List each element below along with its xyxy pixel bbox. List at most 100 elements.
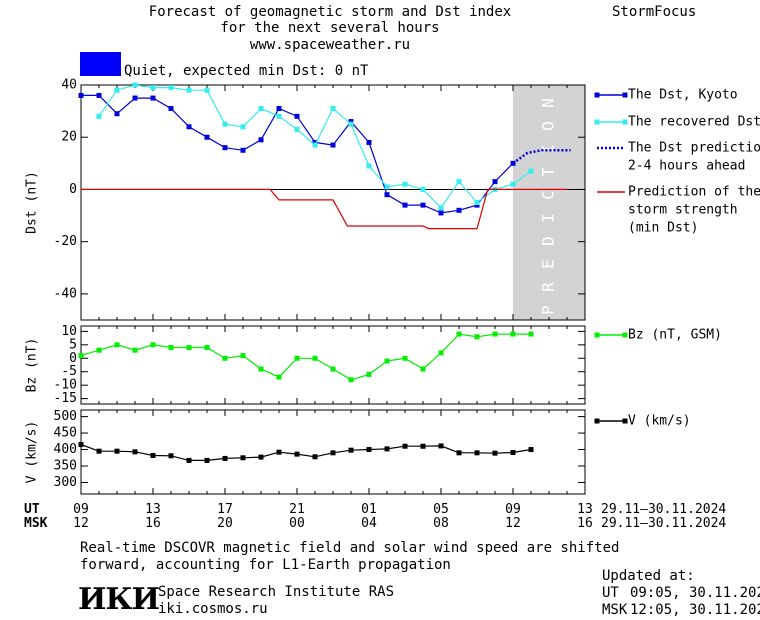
bz-y-tick-label: -15 [54,391,77,406]
dst-y-tick-label: 20 [61,130,77,145]
x-tick-label-ut: 09 [73,502,89,517]
legend-swatch-marker [622,92,628,98]
dst-data-point [150,95,156,101]
footer-note-line-1: Real-time DSCOVR magnetic field and sola… [80,540,620,556]
prediction-label-letter: T [539,167,558,177]
v-y-tick-label: 350 [54,459,77,474]
dst-data-point [132,82,138,88]
legend-swatch-marker [622,418,628,424]
dst-data-point [294,113,300,119]
dst-data-point [456,207,462,213]
v-y-tick-label: 400 [54,442,77,457]
bz-data-point [240,353,246,359]
iki-logo: ИКИ [78,582,160,617]
v-data-point [474,450,480,456]
prediction-label-letter: P [539,305,558,315]
v-data-point [78,442,84,448]
dst-data-point [168,85,174,91]
x-axis-date-range-ut: 29.11–30.11.2024 [601,502,726,517]
dst-data-point [258,106,264,111]
x-axis-msk-label: MSK [24,516,48,531]
x-tick-label-ut: 09 [505,502,521,517]
v-data-point [294,451,300,457]
prediction-label-letter: N [539,98,558,108]
bz-y-axis-label: Bz (nT) [25,338,40,393]
x-tick-label-ut: 05 [433,502,449,517]
v-data-point [330,450,336,456]
dst-data-point [186,124,192,130]
dst-data-point [492,179,498,185]
v-data-point [240,455,246,461]
v-data-point [204,457,210,463]
bz-data-point [492,331,498,337]
legend-swatch-marker [594,418,600,424]
x-tick-label-ut: 21 [289,502,305,517]
v-data-point [366,447,372,453]
dst-data-point [474,200,480,205]
legend-entry-label: The recovered Dst [628,115,760,130]
v-data-point [132,449,138,455]
v-data-point [348,447,354,453]
bz-data-point [186,345,192,351]
bz-data-point [474,334,480,340]
dst-data-point [204,87,210,93]
prediction-label-letter: I [539,213,558,223]
v-data-point [186,457,192,463]
dst-y-tick-label: 0 [69,182,77,197]
dst-data-point [276,113,282,119]
v-y-tick-label: 450 [54,426,77,441]
dst-series-line [81,188,567,230]
prediction-label-letter: D [539,236,558,246]
x-tick-label-msk: 12 [505,516,521,531]
dst-data-point [348,121,354,127]
dst-data-point [240,124,246,130]
dst-data-point [366,139,372,145]
bz-data-point [258,366,264,372]
dst-data-point [438,205,444,211]
v-data-point [420,443,426,449]
dst-data-point [240,147,246,153]
bz-data-point [78,353,84,359]
dst-data-point [420,186,426,192]
legend-entry-label: The Dst, Kyoto [628,88,738,103]
legend-entry-label: Bz (nT, GSM) [628,328,722,343]
bz-y-tick-label: 0 [69,351,77,366]
x-tick-label-msk: 20 [217,516,233,531]
v-y-tick-label: 500 [54,409,77,424]
status-color-swatch [80,52,121,76]
dst-data-point [132,95,138,101]
bz-data-point [96,347,102,353]
v-data-point [276,449,282,455]
x-tick-label-msk: 16 [145,516,161,531]
bz-data-point [456,331,462,337]
dst-data-point [312,139,318,145]
dst-data-point [384,192,390,198]
bz-data-point [438,350,444,356]
dst-data-point [402,202,408,208]
updated-label: Updated at: [602,568,695,584]
legend-entry-label: (min Dst) [628,221,698,236]
v-y-axis-label: V (km/s) [25,421,40,484]
legend-entry-label: Prediction of the [628,185,760,200]
dst-y-tick-label: -40 [54,286,77,301]
v-data-point [510,449,516,455]
prediction-label-letter: C [539,190,558,200]
v-data-point [114,448,120,454]
v-data-point [456,450,462,456]
legend-swatch-marker [622,332,628,338]
dst-data-point [438,210,444,216]
dst-data-point [114,111,120,117]
dst-data-point [384,184,390,190]
dst-data-point [186,87,192,93]
dst-data-point [78,92,84,98]
bz-data-point [204,345,210,351]
prediction-label-letter: O [539,121,558,131]
x-axis-date-range-msk: 29.11–30.11.2024 [601,516,726,531]
v-data-point [222,455,228,461]
x-tick-label-ut: 01 [361,502,377,517]
bz-y-tick-label: -5 [61,364,77,379]
updated-msk-value: 12:05, 30.11.2024 [630,602,760,618]
legend-entry-label: V (km/s) [628,414,691,429]
v-data-point [96,448,102,454]
status-text: Quiet, expected min Dst: 0 nT [124,63,369,79]
